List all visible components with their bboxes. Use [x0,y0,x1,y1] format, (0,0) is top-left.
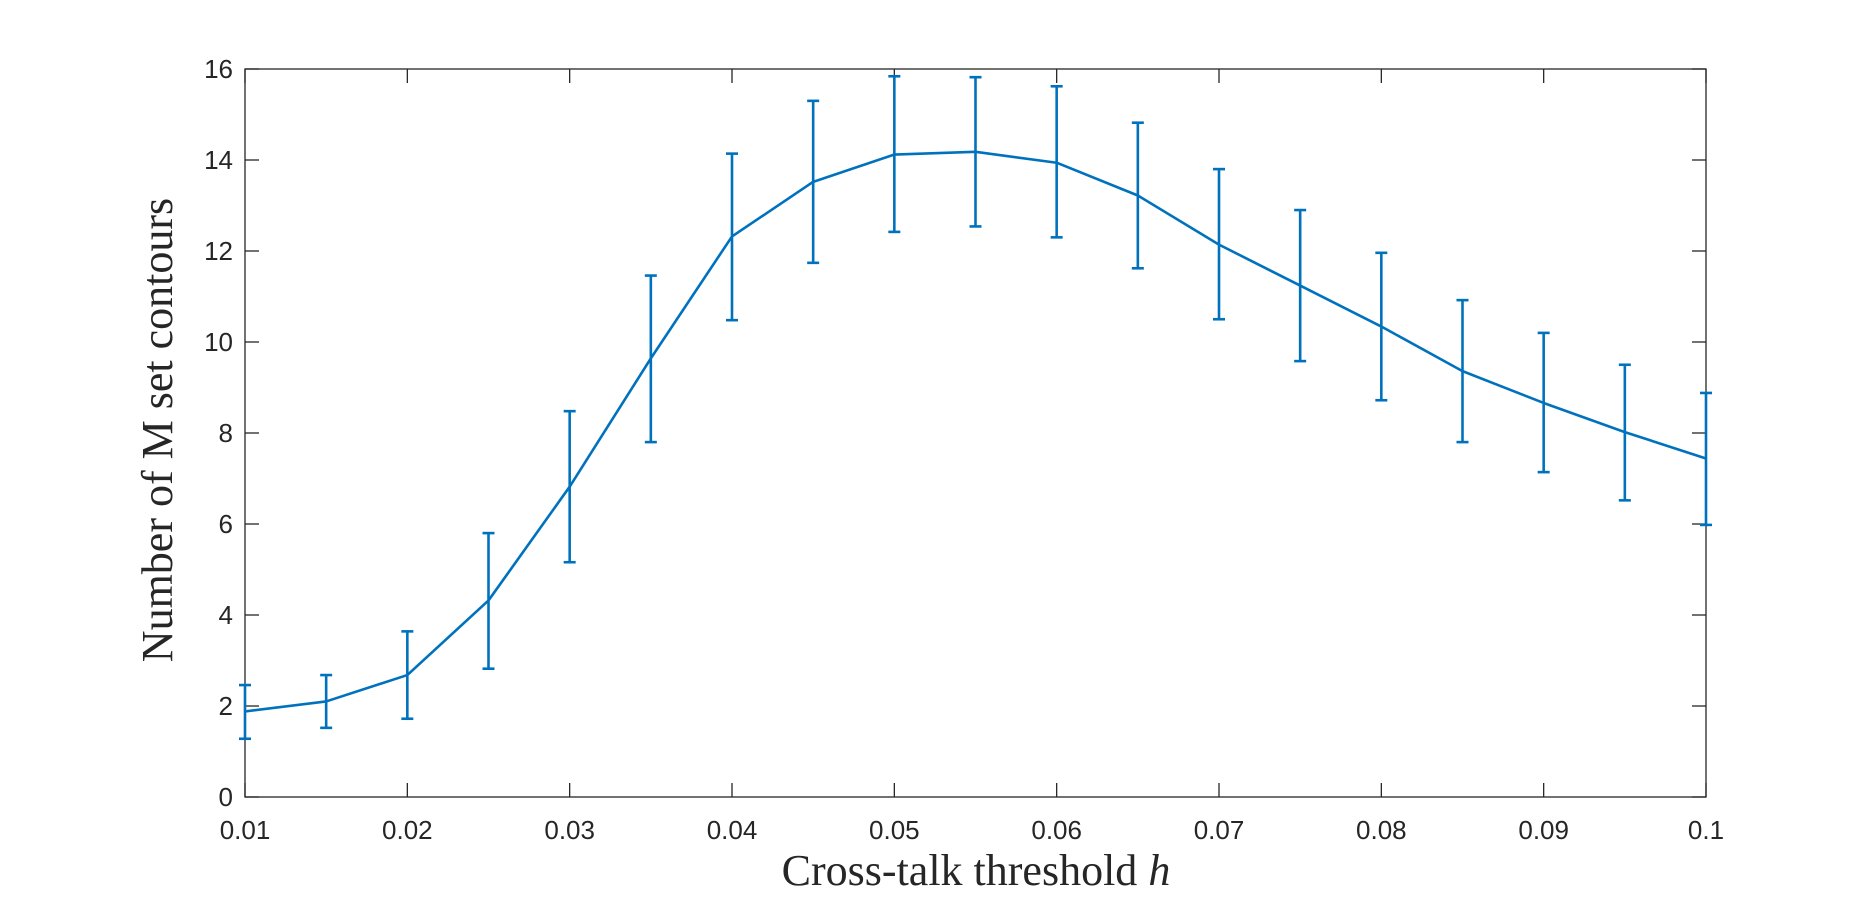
y-tick-label: 4 [219,600,233,630]
y-tick-label: 2 [219,691,233,721]
x-tick-label: 0.06 [1031,815,1082,845]
x-tick-label: 0.08 [1356,815,1407,845]
error-bar [320,673,333,730]
error-bar [1618,363,1631,502]
x-tick-label: 0.01 [220,815,271,845]
error-bar [482,531,495,670]
error-bar [239,683,251,741]
x-tick-label: 0.04 [707,815,758,845]
error-bar [401,630,414,721]
x-tick-label: 0.03 [544,815,595,845]
tick-labels: 0.01 0.02 0.03 0.04 0.05 0.06 0.07 0.08 0.09 0.1 0… [204,54,1724,845]
error-bar [807,99,820,265]
x-tick-label: 0.07 [1194,815,1245,845]
series-group [239,74,1712,741]
error-bar [644,274,657,444]
error-bar [563,409,576,564]
x-axis-title-variable: h [1148,846,1170,895]
x-axis-title: Cross-talk threshold h [782,846,1171,895]
error-bar [1700,391,1712,527]
error-bar [1131,121,1144,270]
error-bar [888,74,901,234]
error-bar [1294,208,1307,363]
error-bar [1537,331,1550,474]
y-tick-label: 12 [204,236,233,266]
x-tick-label: 0.05 [869,815,920,845]
error-bar [726,152,738,322]
error-bar [1050,84,1063,239]
x-tick-label: 0.09 [1518,815,1569,845]
error-bar [1456,298,1469,444]
y-axis-title: Number of M set contours [133,198,182,662]
error-bar [1213,167,1225,321]
x-tick-label: 0.02 [382,815,433,845]
y-tick-label: 14 [204,145,233,175]
y-tick-label: 0 [219,782,233,812]
y-tick-label: 6 [219,509,233,539]
y-tick-label: 10 [204,327,233,357]
x-tick-label: 0.1 [1688,815,1724,845]
y-tick-label: 16 [204,54,233,84]
y-tick-label: 8 [219,418,233,448]
error-bar [1375,251,1388,402]
error-bar [969,75,982,228]
x-axis-title-text: Cross-talk threshold [782,846,1138,895]
